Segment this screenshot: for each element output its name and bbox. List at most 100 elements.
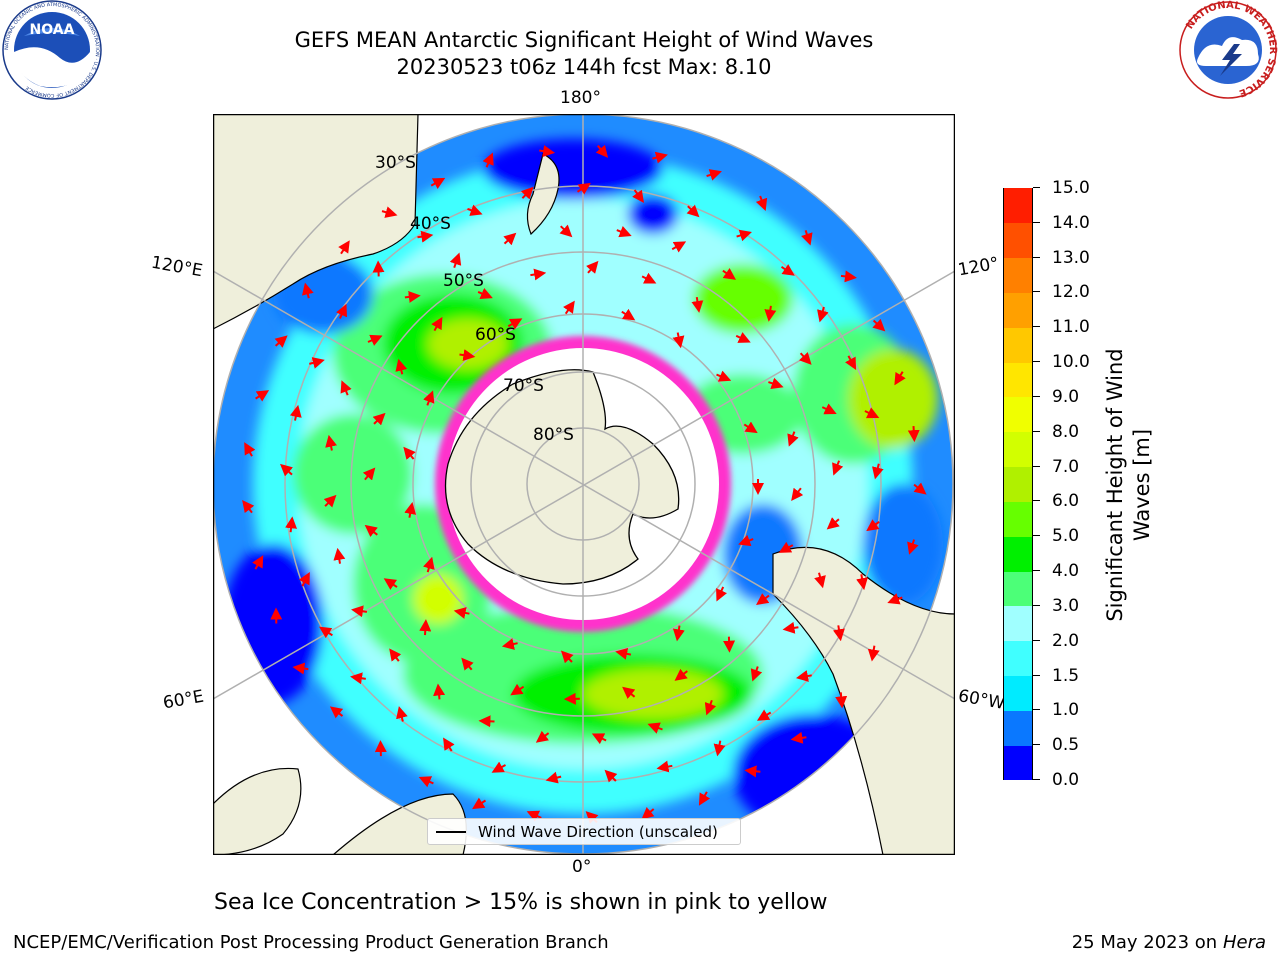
wave-direction-arrow <box>835 692 848 709</box>
wave-direction-arrow <box>526 810 542 822</box>
wave-direction-arrow <box>274 335 288 348</box>
colorbar-tickmark <box>1033 361 1040 363</box>
colorbar-tick-label: 0.0 <box>1052 770 1080 790</box>
wave-direction-arrow <box>722 268 737 280</box>
australia <box>213 114 419 330</box>
wave-direction-arrow <box>744 765 761 778</box>
wave-direction-arrow <box>736 229 752 242</box>
wave-direction-arrow <box>778 541 794 553</box>
wave-direction-arrow <box>755 195 768 212</box>
wave-direction-arrow <box>563 300 575 315</box>
colorbar-segment <box>1004 466 1032 502</box>
noaa-logo: NOAA NATIONAL OCEANIC AND ATMOSPHERIC AD… <box>2 0 102 100</box>
wave-direction-arrow <box>674 668 688 681</box>
nws-logo: NATIONAL WEATHER SERVICE <box>1179 0 1278 99</box>
wave-direction-arrow <box>780 264 795 276</box>
wave-direction-arrow <box>833 625 845 642</box>
wave-direction-arrow <box>743 421 758 434</box>
colorbar-tickmark <box>1033 430 1040 432</box>
wave-direction-arrow <box>459 349 476 362</box>
colorbar-tickmark <box>1033 779 1040 780</box>
wave-direction-arrow <box>768 377 784 390</box>
wave-direction-arrow <box>252 555 264 570</box>
colorbar-segment <box>1004 222 1032 259</box>
wave-direction-arrow <box>795 670 812 682</box>
colorbar-segment <box>1004 745 1032 781</box>
wave-direction-arrow <box>907 539 919 555</box>
wave-direction-arrow <box>329 706 344 719</box>
wave-direction-arrow <box>298 572 310 587</box>
wave-direction-arrow <box>756 709 772 721</box>
wave-direction-arrow <box>615 647 632 660</box>
wave-direction-arrow <box>716 586 727 602</box>
wave-direction-arrow <box>867 645 880 662</box>
wave-direction-arrow <box>453 607 470 619</box>
colorbar-tickmark <box>1033 535 1040 537</box>
colorbar-tick-label: 1.5 <box>1052 665 1080 686</box>
wave-direction-arrow <box>449 252 462 269</box>
wave-direction-arrow <box>586 260 599 274</box>
footer-date-text: 25 May 2023 on <box>1071 932 1218 953</box>
lat-label-50s: 50°S <box>443 271 484 291</box>
noaa-logo-text: NOAA <box>30 22 75 38</box>
wave-direction-arrow <box>389 648 402 662</box>
map-frame <box>213 114 955 855</box>
wave-direction-arrow <box>539 145 556 158</box>
colorbar-tick-label: 3.0 <box>1052 595 1080 616</box>
colorbar-tickmark <box>1033 500 1040 502</box>
wave-direction-arrow <box>423 390 435 406</box>
lon-label-60w: 60°W <box>956 686 1007 714</box>
wave-direction-arrow <box>477 287 493 299</box>
wave-direction-arrow <box>383 578 398 590</box>
wave-direction-arrow <box>864 407 880 419</box>
wave-direction-arrow <box>545 771 562 784</box>
lat-label-40s: 40°S <box>410 214 451 234</box>
lon-label-60e: 60°E <box>161 686 206 714</box>
colorbar-segment <box>1004 431 1032 468</box>
wave-direction-arrow <box>691 296 704 313</box>
lat-labels: 30°S 40°S 50°S 60°S 70°S 80°S <box>375 153 574 445</box>
wave-direction-arrow <box>351 605 368 618</box>
wave-direction-arrow <box>530 268 547 281</box>
wave-direction-arrow <box>894 371 906 386</box>
wave-direction-arrow <box>242 499 255 514</box>
colorbar-tickmark <box>1033 187 1040 188</box>
legend-label: Wind Wave Direction (unscaled) <box>478 823 718 841</box>
graticule <box>213 114 955 855</box>
wave-direction-arrow <box>713 740 726 757</box>
colorbar-tick-label: 13.0 <box>1052 247 1090 268</box>
wave-direction-arrow <box>872 318 886 332</box>
colorbar-tick-label: 12.0 <box>1052 282 1090 303</box>
colorbar-segment <box>1004 571 1032 607</box>
wave-direction-arrow <box>791 487 804 501</box>
wave-direction-arrow <box>787 431 799 447</box>
colorbar-tick-label: 4.0 <box>1052 561 1080 582</box>
colorbar-tickmark <box>1033 744 1040 746</box>
colorbar-tick-label: 15.0 <box>1052 178 1090 198</box>
wave-direction-arrow <box>826 517 840 530</box>
colorbar-tick-label: 7.0 <box>1052 456 1080 477</box>
wave-direction-arrow <box>503 232 517 246</box>
wave-direction-arrow <box>817 306 829 323</box>
colorbar-tickmark <box>1033 465 1040 467</box>
wave-direction-arrow <box>907 426 920 443</box>
wave-direction-arrow <box>750 666 763 682</box>
wave-direction-arrow <box>395 358 408 375</box>
colorbar-tickmark <box>1033 326 1040 328</box>
wave-direction-arrow <box>404 290 421 303</box>
wave-direction-arrow <box>323 494 337 508</box>
wave-direction-arrow <box>280 463 293 477</box>
colorbar-tick-label: 14.0 <box>1052 212 1090 233</box>
colorbar-tickmark <box>1033 674 1040 676</box>
colorbar-segment <box>1004 501 1032 537</box>
wave-direction-arrow <box>595 144 609 158</box>
lon-label-180: 180° <box>560 88 601 108</box>
colorbar-segment <box>1004 605 1032 642</box>
wave-direction-arrow <box>381 206 398 218</box>
wave-direction-arrow <box>814 572 826 589</box>
wave-direction-arrow <box>560 650 574 664</box>
colorbar-tickmark <box>1033 291 1040 293</box>
colorbar-tickmark <box>1033 604 1040 606</box>
map-legend: Wind Wave Direction (unscaled) <box>427 818 741 845</box>
wave-direction-arrow <box>872 463 884 480</box>
